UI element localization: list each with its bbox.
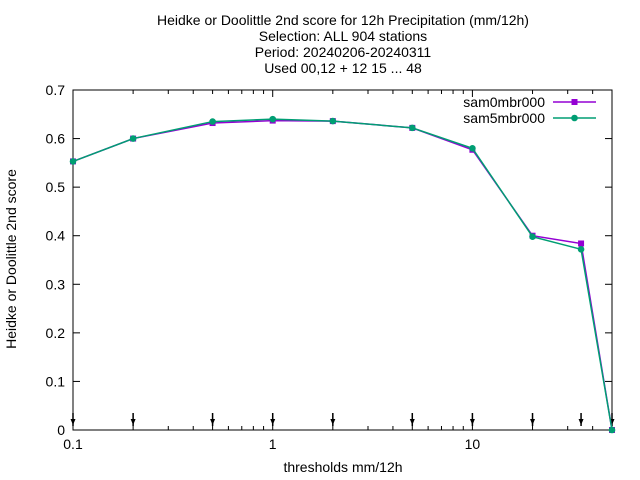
threshold-marker-arrow bbox=[469, 419, 475, 425]
threshold-marker-arrow bbox=[409, 419, 415, 425]
y-tick-label: 0.6 bbox=[46, 131, 66, 147]
series-lines bbox=[69, 115, 616, 434]
data-point bbox=[269, 115, 277, 123]
x-axis-label: thresholds mm/12h bbox=[283, 459, 402, 475]
x-tick-label: 1 bbox=[269, 436, 277, 452]
legend-marker bbox=[571, 114, 578, 122]
y-tick-label: 0 bbox=[57, 422, 65, 438]
y-tick-label: 0.7 bbox=[46, 82, 66, 98]
plot-border bbox=[72, 89, 613, 431]
threshold-marker-arrow bbox=[530, 419, 536, 425]
threshold-marker-arrow bbox=[210, 419, 216, 425]
threshold-markers bbox=[70, 413, 615, 426]
data-point bbox=[329, 117, 337, 125]
y-tick-label: 0.2 bbox=[46, 325, 66, 341]
threshold-marker-arrow bbox=[578, 419, 584, 425]
legend-label: sam0mbr000 bbox=[463, 94, 545, 110]
data-point bbox=[408, 124, 416, 132]
data-point bbox=[469, 144, 476, 152]
plot-frame bbox=[72, 89, 613, 431]
series-line-sam5mbr000 bbox=[72, 118, 613, 431]
y-tick-label: 0.5 bbox=[46, 179, 66, 195]
data-point bbox=[577, 246, 585, 253]
title-line-2: Selection: ALL 904 stations bbox=[259, 28, 427, 44]
axis-ticks: 00.10.20.30.40.50.60.70.1 1 10 bbox=[46, 82, 613, 452]
data-point bbox=[578, 240, 585, 247]
threshold-marker-arrow bbox=[270, 419, 276, 425]
y-tick-label: 0.3 bbox=[46, 276, 66, 292]
data-point bbox=[129, 135, 137, 142]
y-axis-label: Heidke or Doolittle 2nd score bbox=[3, 169, 19, 349]
data-point bbox=[69, 158, 77, 165]
x-tick-label: 10 bbox=[465, 436, 481, 452]
threshold-marker-arrow bbox=[70, 419, 76, 425]
title-line-1: Heidke or Doolittle 2nd score for 12h Pr… bbox=[157, 12, 529, 28]
data-point bbox=[209, 118, 216, 125]
title-line-3: Period: 20240206-20240311 bbox=[255, 44, 432, 60]
legend-marker bbox=[571, 99, 578, 105]
series-line-sam0mbr000 bbox=[72, 119, 613, 431]
y-tick-label: 0.1 bbox=[46, 373, 66, 389]
data-point bbox=[608, 426, 616, 434]
legend-label: sam5mbr000 bbox=[463, 110, 545, 126]
threshold-marker-arrow bbox=[330, 419, 336, 425]
chart-title: Heidke or Doolittle 2nd score for 12h Pr… bbox=[157, 12, 529, 76]
threshold-marker-arrow bbox=[130, 419, 136, 425]
data-point bbox=[529, 233, 536, 240]
title-line-4: Used 00,12 + 12 15 ... 48 bbox=[264, 60, 422, 76]
y-tick-label: 0.4 bbox=[46, 228, 66, 244]
x-tick-label: 0.1 bbox=[63, 436, 83, 452]
